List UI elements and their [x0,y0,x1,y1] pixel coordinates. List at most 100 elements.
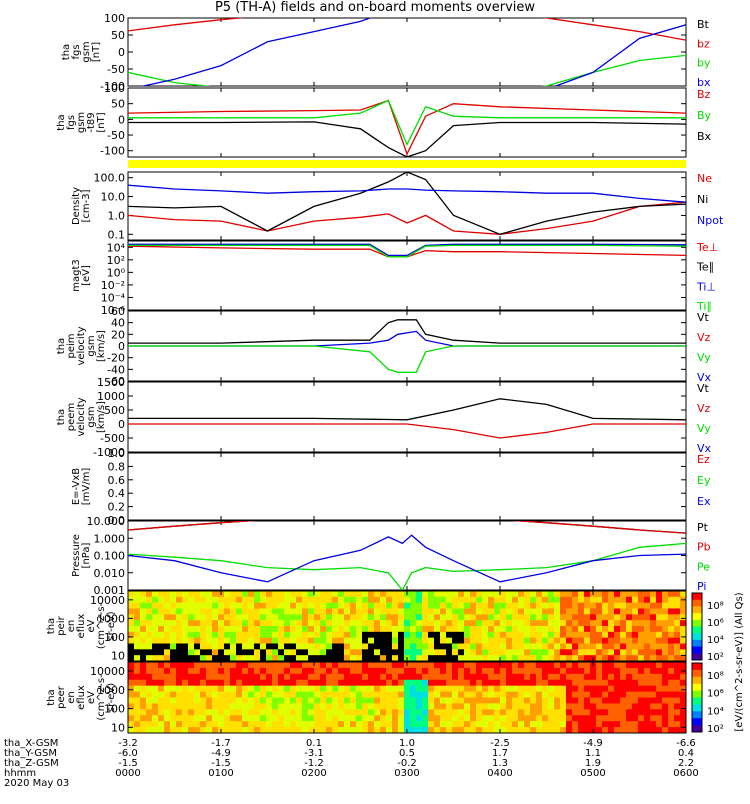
heatmap-cell [602,691,609,699]
heatmap-cell [170,649,177,656]
heatmap-cell [470,620,477,627]
heatmap-cell [536,662,543,669]
heatmap-cell [176,673,183,681]
heatmap-cell [608,679,615,687]
heatmap-cell [134,727,141,733]
heatmap-cell [470,655,477,661]
heatmap-cell [614,596,621,604]
heatmap-cell [158,715,165,722]
heatmap-cell [374,667,381,675]
colorbar-band [692,718,702,726]
heatmap-cell [446,620,453,627]
heatmap-cell [662,626,669,633]
heatmap-cell [290,608,297,615]
heatmap-cell [158,679,165,687]
heatmap-cell [194,709,201,716]
heatmap-cell [320,655,327,661]
heatmap-cell [392,620,399,627]
heatmap-cell [416,602,423,610]
heatmap-cell [146,614,153,621]
heatmap-cell [350,727,357,733]
heatmap-cell [128,608,135,615]
heatmap-cell [428,703,435,710]
heatmap-cell [152,591,159,598]
heatmap-cell [614,591,621,598]
heatmap-cell [410,721,417,728]
heatmap-cell [224,620,231,627]
heatmap-cell [290,703,297,710]
heatmap-cell [626,649,633,656]
heatmap-cell [188,637,195,645]
heatmap-cell [302,662,309,669]
heatmap-cell [458,649,465,656]
heatmap-cell [440,685,447,693]
heatmap-cell [344,620,351,627]
heatmap-cell [350,608,357,615]
legend-pe: Pe [697,560,710,573]
heatmap-cell [254,643,261,650]
heatmap-cell [260,727,267,733]
heatmap-cell [200,662,207,669]
heatmap-cell [380,703,387,710]
legend-bt: Bt [697,18,710,31]
heatmap-cell [488,608,495,615]
y-tick-label: 0 [118,418,125,431]
heatmap-cell [440,662,447,669]
heatmap-cell [362,697,369,705]
y-tick-label: 10.0 [101,191,126,204]
heatmap-cell [494,662,501,669]
heatmap-cell [656,667,663,675]
heatmap-cell [590,673,597,681]
heatmap-cell [296,727,303,733]
heatmap-cell [446,673,453,681]
heatmap-cell [278,643,285,650]
series-line-bx [128,121,686,157]
heatmap-cell [590,608,597,615]
heatmap-cell [446,591,453,598]
heatmap-cell [314,679,321,687]
heatmap-cell [566,643,573,650]
heatmap-cell [380,614,387,621]
heatmap-cell [368,591,375,598]
heatmap-cell [260,662,267,669]
heatmap-cell [188,679,195,687]
heatmap-cell [182,649,189,656]
heatmap-cell [284,685,291,693]
heatmap-cell [572,709,579,716]
heatmap-cell [338,673,345,681]
heatmap-cell [338,596,345,604]
heatmap-cell [656,679,663,687]
heatmap-cell [620,649,627,656]
heatmap-cell [314,596,321,604]
colorbar-band [692,697,702,705]
y-tick-label: 0.001 [94,584,126,597]
heatmap-cell [470,631,477,639]
heatmap-cell [206,643,213,650]
heatmap-cell [620,596,627,604]
heatmap-cell [536,709,543,716]
heatmap-cell [368,662,375,669]
heatmap-cell [548,697,555,705]
heatmap-cell [248,679,255,687]
heatmap-cell [158,703,165,710]
heatmap-cell [428,631,435,639]
heatmap-cell [278,631,285,639]
heatmap-cell [494,596,501,604]
heatmap-cell [350,709,357,716]
heatmap-cell [596,703,603,710]
heatmap-cell [494,608,501,615]
orbit-value: -2.5 [490,738,510,749]
heatmap-cell [614,685,621,693]
heatmap-cell [632,655,639,661]
heatmap-cell [290,602,297,610]
heatmap-cell [644,626,651,633]
heatmap-cell [254,673,261,681]
heatmap-cell [200,727,207,733]
heatmap-cell [164,727,171,733]
heatmap-cell [260,685,267,693]
heatmap-cell [548,655,555,661]
heatmap-cell [212,591,219,598]
heatmap-cell [572,602,579,610]
heatmap-cell [374,727,381,733]
heatmap-cell [608,643,615,650]
